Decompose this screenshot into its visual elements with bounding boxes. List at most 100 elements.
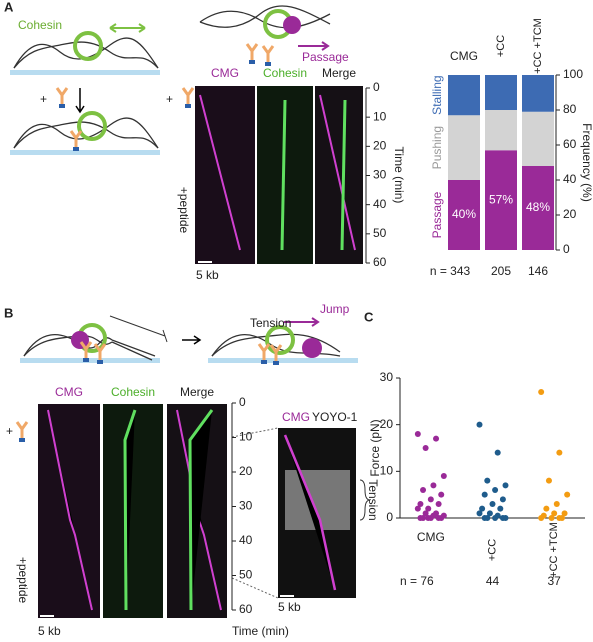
point [422,445,429,451]
category-label: CMG [450,49,478,63]
point [492,487,499,493]
point [417,515,424,521]
point [543,505,550,512]
kymo-title: Cohesin [263,66,307,80]
legend-label: Stalling [430,75,444,114]
kymo-title: Merge [180,385,214,399]
panel-letter: B [4,305,13,320]
point [553,501,560,507]
value-label: 48% [526,200,550,214]
kymo-title: Cohesin [111,385,155,399]
kymo-title: CMG [211,66,239,80]
y-tick-label: 20 [380,417,394,431]
label: + [6,424,13,438]
scale-label: 5 kb [278,600,301,614]
point [435,501,442,507]
point [481,491,488,498]
bar-segment [522,166,554,250]
point [538,515,545,521]
category-label: +CC [486,539,498,561]
point [551,510,558,517]
tick-label: 0 [239,395,246,409]
point [548,515,555,521]
y-tick-label: 10 [380,464,394,478]
y-tick-label: 0 [563,242,570,256]
n-label: 37 [547,574,561,588]
n-label: n = 343 [430,264,471,278]
bar-segment [522,111,554,166]
y-tick-label: 30 [380,370,394,384]
legend-label: Passage [430,191,444,238]
value-label: 57% [489,192,513,206]
y-tick-label: 0 [386,510,393,524]
point [417,501,424,507]
bar-segment [522,75,554,112]
y-tick-label: 80 [563,102,577,116]
point [545,477,552,484]
axis-label: Force (pN) [368,419,382,476]
label: + [166,92,173,106]
tick-label: 40 [239,533,253,547]
bar-segment [485,150,517,250]
point [476,421,483,428]
category-label: CMG [417,530,445,544]
scale-label: 5 kb [196,268,219,282]
category-label: +CC +TCM [532,18,544,74]
panel-letter: C [364,309,374,324]
label: CMG [282,410,310,424]
y-tick-label: 40 [563,172,577,186]
bar-segment [448,180,480,250]
point [433,435,440,442]
y-tick-label: 60 [563,137,577,151]
point [481,515,488,521]
point [564,491,571,498]
label: Passage [302,50,349,64]
point [556,515,563,521]
axis-label: Time (min) [232,624,289,638]
point [425,505,432,512]
point [489,501,496,507]
diagram-b [15,315,371,618]
tick-label: 0 [373,80,380,94]
tick-label: 50 [239,568,253,582]
point [561,510,568,517]
point [414,431,421,437]
label: YOYO-1 [312,410,358,424]
point [502,482,509,489]
point [420,487,427,493]
point [435,515,442,521]
point [556,449,563,456]
n-label: 44 [486,574,500,588]
label: + [40,92,47,106]
bar-segment [485,110,517,151]
point [499,515,506,521]
label: Tension [250,316,291,330]
bar-segment [448,75,480,116]
point [422,510,429,517]
point [486,510,493,517]
label: Cohesin [18,18,62,32]
point [440,473,447,479]
point [494,449,501,456]
point [499,496,506,503]
tick-label: 10 [373,109,387,123]
tick-label: 20 [239,464,253,478]
point [484,477,491,484]
y-tick-label: 20 [563,207,577,221]
n-label: 205 [491,264,511,278]
point [497,505,504,512]
label: Jump [320,302,350,316]
tick-label: 10 [239,430,253,444]
point [492,515,499,521]
legend-label: Pushing [430,126,444,169]
bar-segment [448,115,480,180]
panel-letter: A [4,0,14,14]
n-label: n = 76 [400,574,434,588]
point [427,496,434,503]
point [438,491,445,498]
y-tick-label: 100 [563,67,583,81]
tick-label: 20 [373,139,387,153]
n-label: 146 [528,264,548,278]
tick-label: 50 [373,226,387,240]
